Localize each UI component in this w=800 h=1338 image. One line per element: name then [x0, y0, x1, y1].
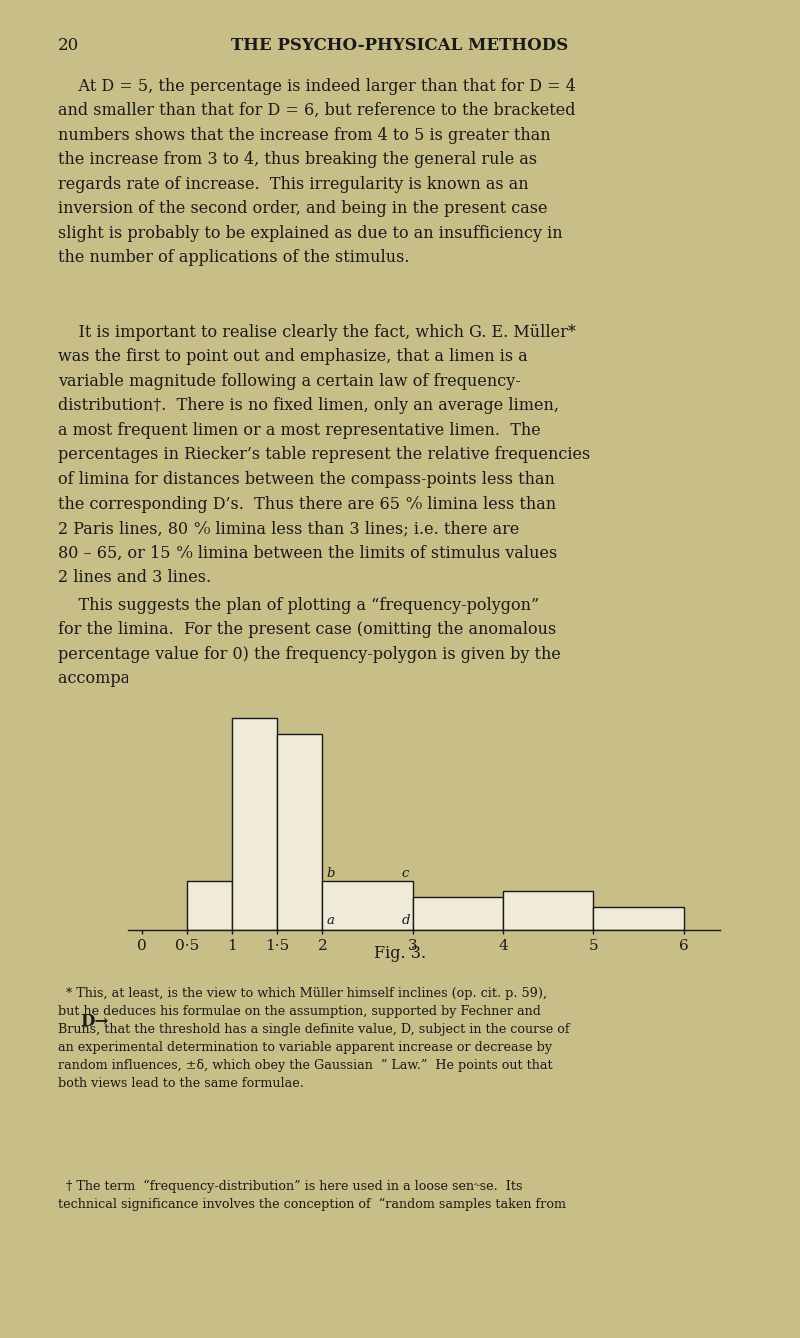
Text: c: c — [402, 867, 410, 880]
Text: D→: D→ — [81, 1013, 109, 1030]
Text: * This, at least, is the view to which Müller himself inclines (op. cit. p. 59),: * This, at least, is the view to which M… — [58, 987, 570, 1089]
Text: b: b — [327, 867, 335, 880]
Text: a: a — [327, 914, 334, 927]
Bar — [322, 880, 413, 930]
Text: d: d — [402, 914, 410, 927]
Text: At D = 5, the percentage is indeed larger than that for D = 4
and smaller than t: At D = 5, the percentage is indeed large… — [58, 78, 575, 266]
Text: THE PSYCHO-PHYSICAL METHODS: THE PSYCHO-PHYSICAL METHODS — [231, 37, 569, 55]
Bar — [594, 907, 684, 930]
Text: † The term  “frequency-distribution” is here used in a loose sen˞se.  Its
techni: † The term “frequency-distribution” is h… — [58, 1180, 566, 1211]
Bar — [413, 898, 503, 930]
Bar — [503, 891, 594, 930]
Text: Fig. 3.: Fig. 3. — [374, 945, 426, 962]
Text: It is important to realise clearly the fact, which G. E. Müller*
was the first t: It is important to realise clearly the f… — [58, 324, 590, 586]
Bar — [277, 735, 322, 930]
Text: 20: 20 — [58, 37, 79, 55]
Bar — [232, 719, 277, 930]
Bar — [186, 880, 232, 930]
Text: This suggests the plan of plotting a “frequency-polygon”
for the limina.  For th: This suggests the plan of plotting a “fr… — [58, 597, 561, 688]
